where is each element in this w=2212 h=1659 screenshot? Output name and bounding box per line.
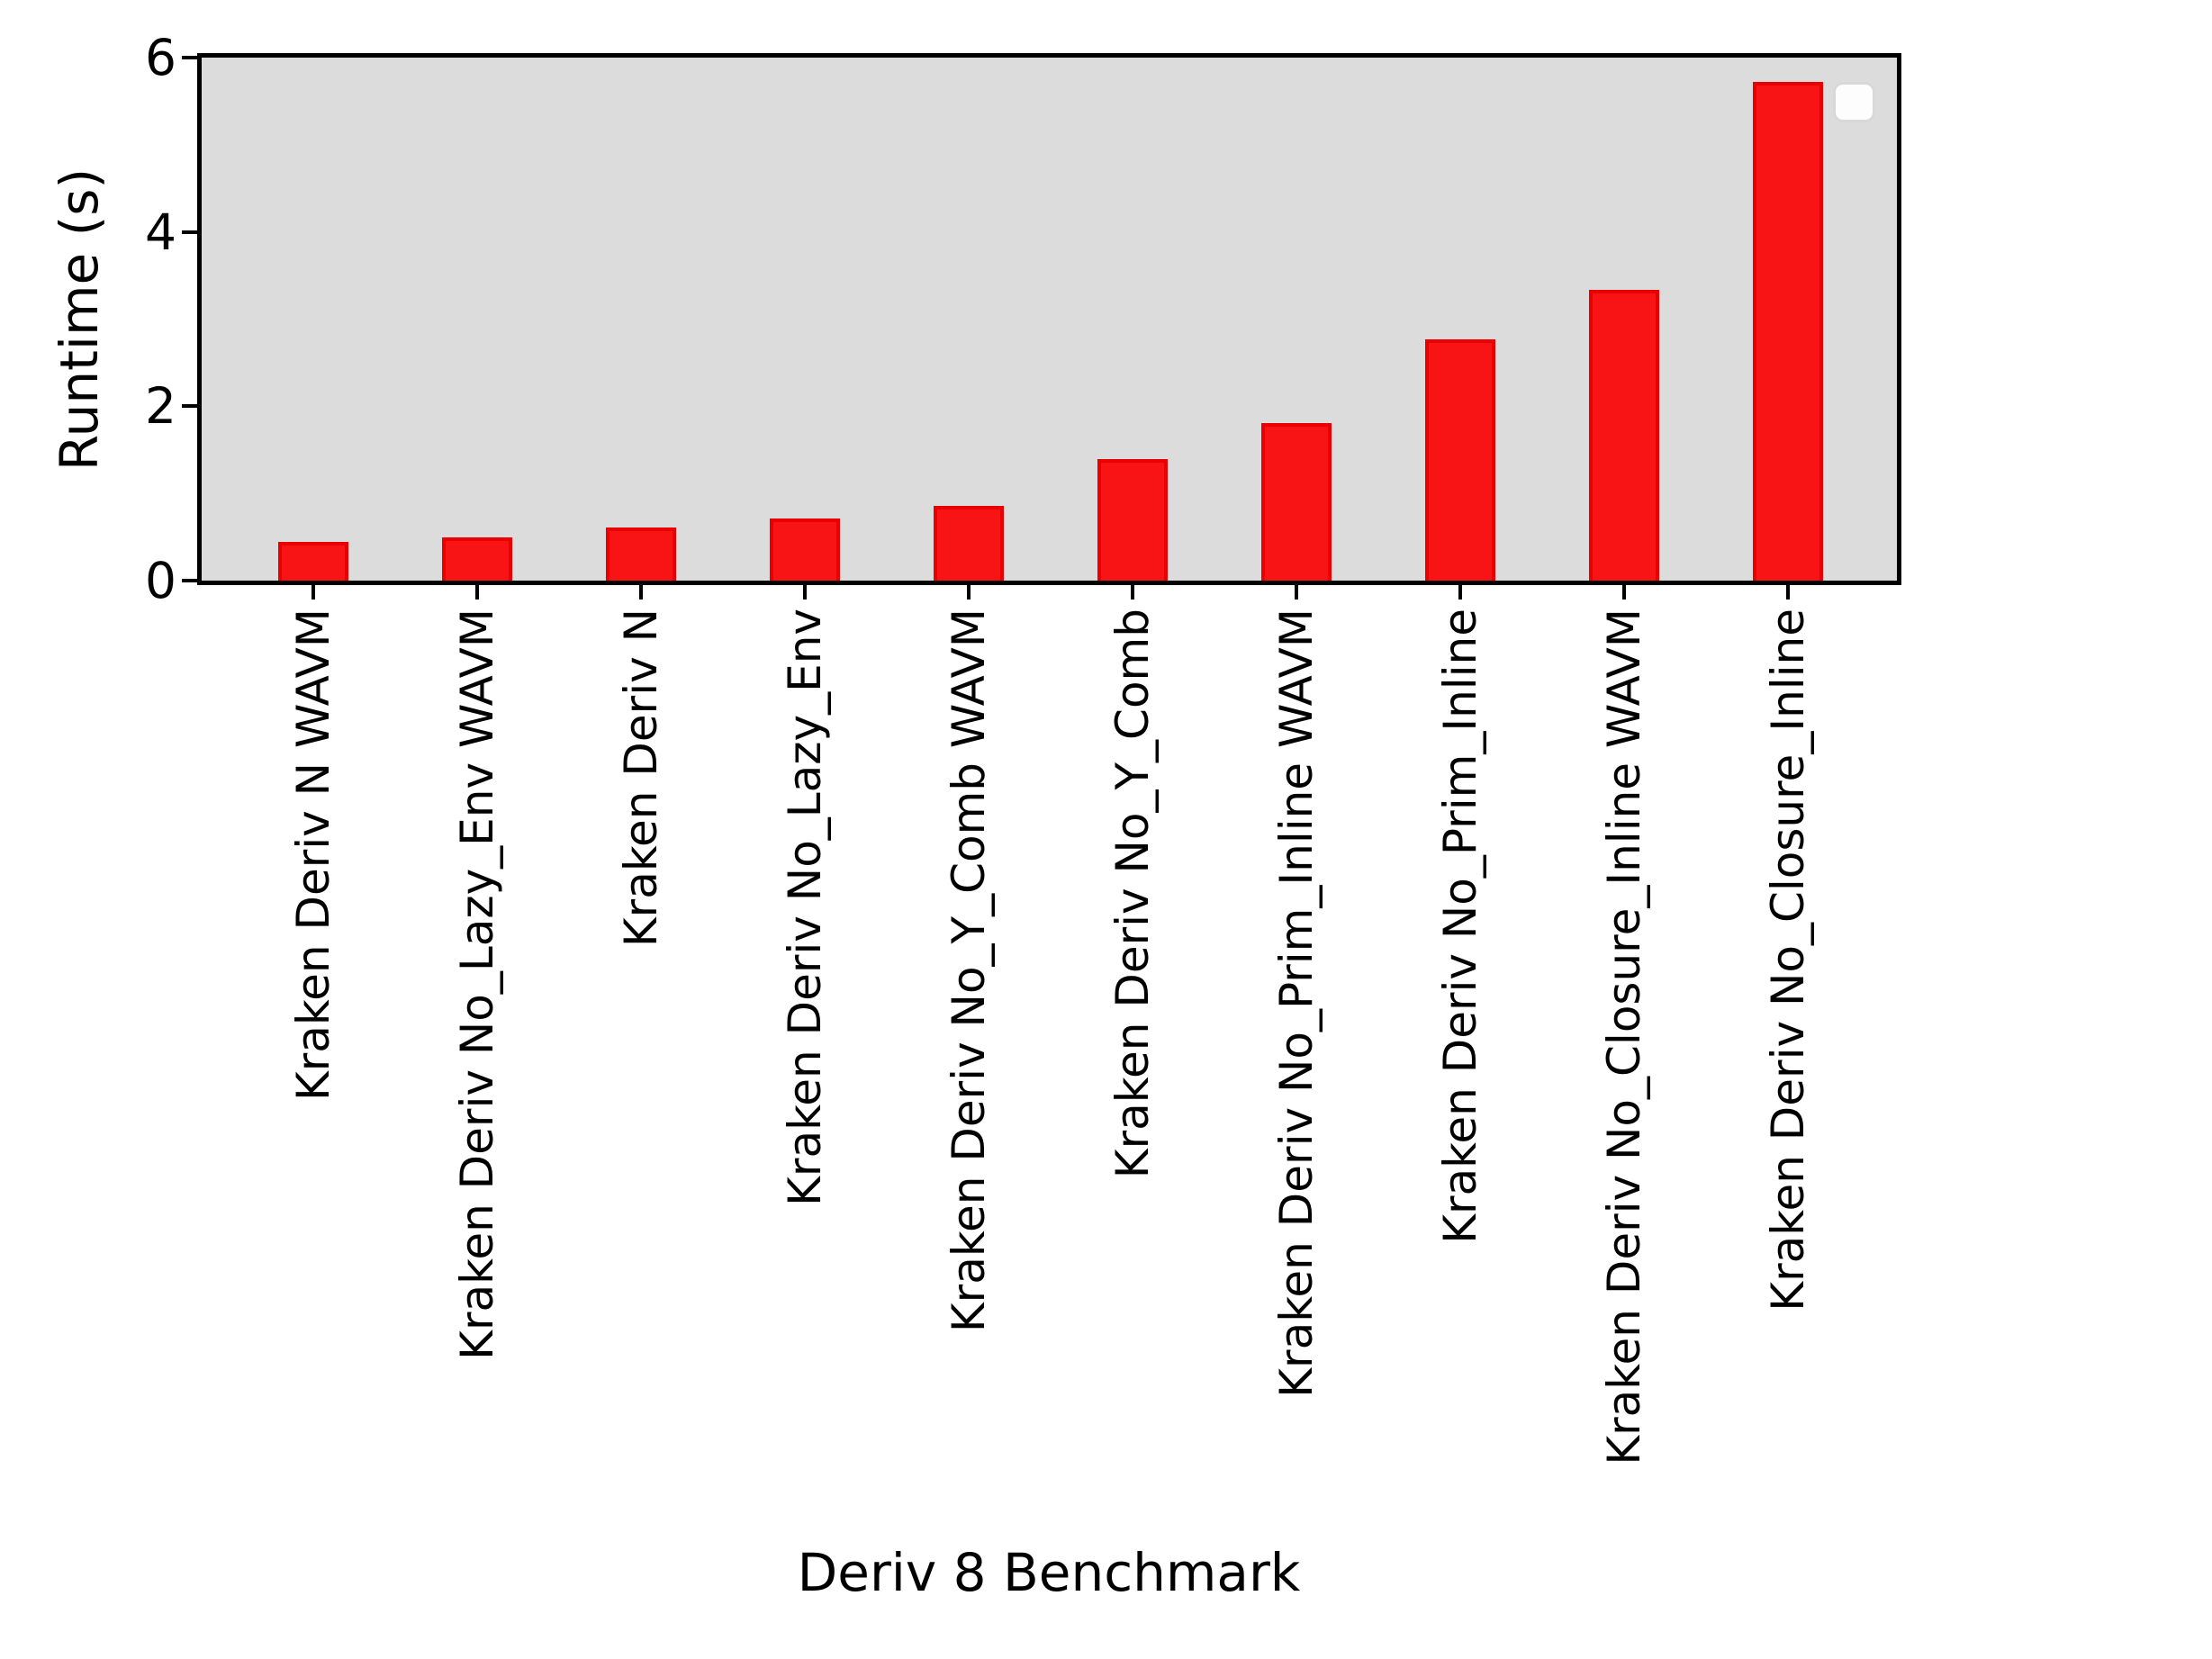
y-tick-mark: [182, 404, 197, 409]
x-tick-mark: [967, 585, 971, 600]
y-tick-mark: [182, 230, 197, 234]
x-tick-label: Kraken Deriv No_Y_Comb: [1106, 609, 1159, 1179]
bar-6: [1097, 459, 1168, 581]
x-tick-mark: [1295, 585, 1298, 600]
y-tick-label: 4: [145, 203, 176, 261]
x-axis-label: Deriv 8 Benchmark: [797, 1542, 1301, 1603]
x-tick-label: Kraken Deriv No_Prim_Inline: [1434, 609, 1486, 1244]
bar-1: [278, 542, 348, 581]
bar-8: [1425, 338, 1495, 581]
bar-7: [1261, 422, 1332, 581]
bar-3: [606, 527, 676, 581]
bar-2: [442, 536, 512, 581]
x-tick-label: Kraken Deriv No_Lazy_Env WAVM: [451, 609, 503, 1360]
x-tick-mark: [475, 585, 479, 600]
legend-box: [1833, 82, 1875, 122]
bar-9: [1589, 289, 1659, 581]
bar-10: [1753, 82, 1823, 581]
x-tick-mark: [803, 585, 807, 600]
x-tick-mark: [1131, 585, 1134, 600]
x-tick-mark: [1786, 585, 1790, 600]
y-tick-label: 0: [145, 552, 176, 609]
y-tick-label: 2: [145, 377, 176, 436]
y-tick-mark: [182, 579, 197, 582]
x-tick-mark: [1458, 585, 1462, 600]
x-tick-mark: [639, 585, 643, 600]
x-tick-label: Kraken Deriv No_Lazy_Env: [779, 609, 831, 1206]
bar-5: [934, 505, 1004, 581]
bar-4: [770, 518, 840, 581]
y-tick-label: 6: [145, 29, 176, 86]
x-tick-label: Kraken Deriv N: [615, 609, 667, 948]
x-tick-label: Kraken Deriv No_Closure_Inline WAVM: [1598, 609, 1650, 1465]
x-tick-mark: [311, 585, 315, 600]
x-tick-label: Kraken Deriv No_Prim_Inline WAVM: [1270, 609, 1323, 1398]
x-tick-label: Kraken Deriv No_Closure_Inline: [1762, 609, 1814, 1312]
x-tick-label: Kraken Deriv No_Y_Comb WAVM: [943, 609, 995, 1333]
y-tick-mark: [182, 56, 197, 59]
x-tick-mark: [1622, 585, 1626, 600]
x-tick-label: Kraken Deriv N WAVM: [287, 609, 339, 1102]
